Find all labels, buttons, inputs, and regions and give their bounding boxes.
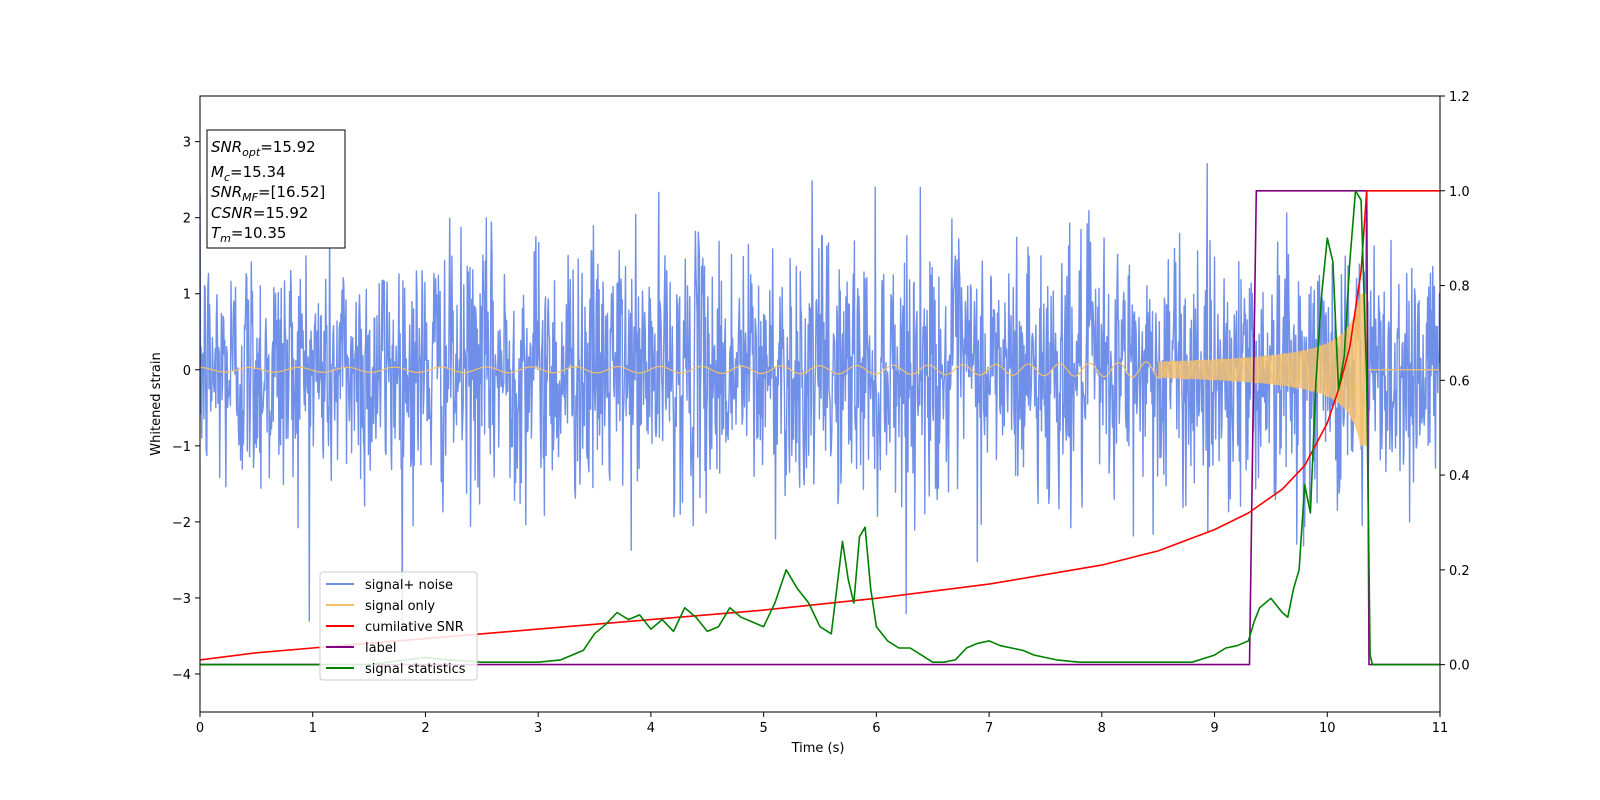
legend-frame — [319, 571, 478, 681]
x-tick-label: 11 — [1432, 721, 1449, 736]
y-tick-label: −1 — [172, 440, 191, 455]
legend: signal+ noise signal only cumilative SNR la… — [319, 571, 478, 681]
signal-noise-layer — [200, 163, 1440, 631]
info-box: SNRopt=15.92 Mc=15.34 SNRMF=[16.52] CSNR… — [206, 129, 346, 249]
info-csnr: CSNR=15.92 — [211, 204, 308, 222]
y-tick-label: 3 — [183, 136, 191, 151]
y-tick-label: −3 — [172, 592, 191, 607]
x-tick-label: 5 — [759, 721, 767, 736]
x-tick-label: 4 — [647, 721, 655, 736]
legend-label: label — [365, 641, 396, 656]
legend-label: signal+ noise — [365, 578, 453, 593]
info-snr-mf: SNRMF=[16.52] — [211, 183, 325, 204]
y2-tick-label: 0.8 — [1449, 280, 1470, 295]
plot-frame — [199, 95, 1441, 713]
x-tick-label: 7 — [985, 721, 993, 736]
y2-tick-label: 0.6 — [1449, 374, 1470, 389]
signal-only-layer — [200, 293, 1440, 446]
x-tick-label: 9 — [1210, 721, 1218, 736]
y2-tick-label: 1.0 — [1449, 185, 1470, 200]
right-axis-lines-layer — [200, 190, 1440, 666]
legend-label: signal only — [365, 599, 435, 614]
y-tick-label: 2 — [183, 212, 191, 227]
y-tick-label: 0 — [183, 364, 191, 379]
x-axis-label: Time (s) — [791, 741, 845, 756]
x-tick-label: 0 — [196, 721, 204, 736]
y-tick-label: −4 — [172, 668, 191, 683]
x-tick-label: 2 — [421, 721, 429, 736]
y2-tick-label: 0.2 — [1449, 564, 1470, 579]
info-snr-opt: SNRopt=15.92 — [211, 138, 316, 159]
x-tick-label: 6 — [872, 721, 880, 736]
x-tick-label: 3 — [534, 721, 542, 736]
info-mc: Mc=15.34 — [211, 163, 286, 184]
axes-layer: 0 1 2 3 4 5 6 7 8 9 10 11 −4 −3 −2 −1 0 1 2 3 0.0 0.2 0.4 0.6 0.… — [172, 90, 1470, 736]
series-signal-only-envelope — [1158, 293, 1367, 446]
series-cumulative-snr — [200, 190, 1440, 661]
legend-label: cumilative SNR — [365, 620, 464, 635]
series-signal-only — [200, 293, 1440, 446]
y2-tick-label: 1.2 — [1449, 90, 1470, 105]
series-signal-statistics — [200, 190, 1440, 666]
y-tick-label: 1 — [183, 288, 191, 303]
info-tm: Tm=10.35 — [211, 224, 286, 245]
series-signal-noise — [200, 163, 1440, 631]
y2-tick-label: 0.4 — [1449, 469, 1470, 484]
y-axis-label: Whitened strain — [149, 352, 164, 455]
x-tick-label: 1 — [309, 721, 317, 736]
y2-tick-label: 0.0 — [1449, 659, 1470, 674]
x-tick-label: 8 — [1098, 721, 1106, 736]
info-box-frame — [206, 129, 346, 249]
y-tick-label: −2 — [172, 516, 191, 531]
x-tick-label: 10 — [1319, 721, 1336, 736]
legend-label: signal statistics — [365, 662, 466, 677]
